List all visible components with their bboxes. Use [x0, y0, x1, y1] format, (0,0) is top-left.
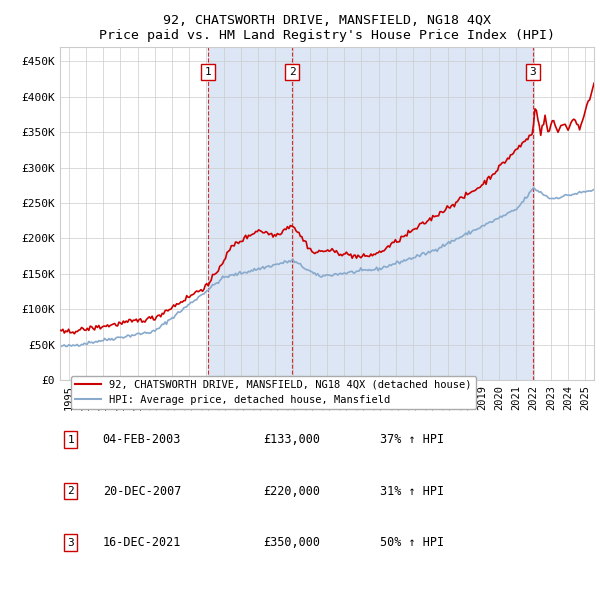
Legend: 92, CHATSWORTH DRIVE, MANSFIELD, NG18 4QX (detached house), HPI: Average price, : 92, CHATSWORTH DRIVE, MANSFIELD, NG18 4Q…	[71, 375, 476, 409]
Bar	[208, 47, 292, 380]
Text: £220,000: £220,000	[263, 484, 320, 497]
Text: £133,000: £133,000	[263, 433, 320, 446]
Text: 3: 3	[67, 537, 74, 548]
Text: 3: 3	[530, 67, 536, 77]
Text: 04-FEB-2003: 04-FEB-2003	[103, 433, 181, 446]
Text: 20-DEC-2007: 20-DEC-2007	[103, 484, 181, 497]
Text: 37% ↑ HPI: 37% ↑ HPI	[380, 433, 445, 446]
Text: 1: 1	[205, 67, 211, 77]
Title: 92, CHATSWORTH DRIVE, MANSFIELD, NG18 4QX
Price paid vs. HM Land Registry's Hous: 92, CHATSWORTH DRIVE, MANSFIELD, NG18 4Q…	[99, 14, 555, 42]
Bar	[292, 47, 533, 380]
Text: 1: 1	[67, 435, 74, 445]
Text: 16-DEC-2021: 16-DEC-2021	[103, 536, 181, 549]
Text: 2: 2	[67, 486, 74, 496]
Text: 31% ↑ HPI: 31% ↑ HPI	[380, 484, 445, 497]
Text: 2: 2	[289, 67, 295, 77]
Text: £350,000: £350,000	[263, 536, 320, 549]
Text: 50% ↑ HPI: 50% ↑ HPI	[380, 536, 445, 549]
